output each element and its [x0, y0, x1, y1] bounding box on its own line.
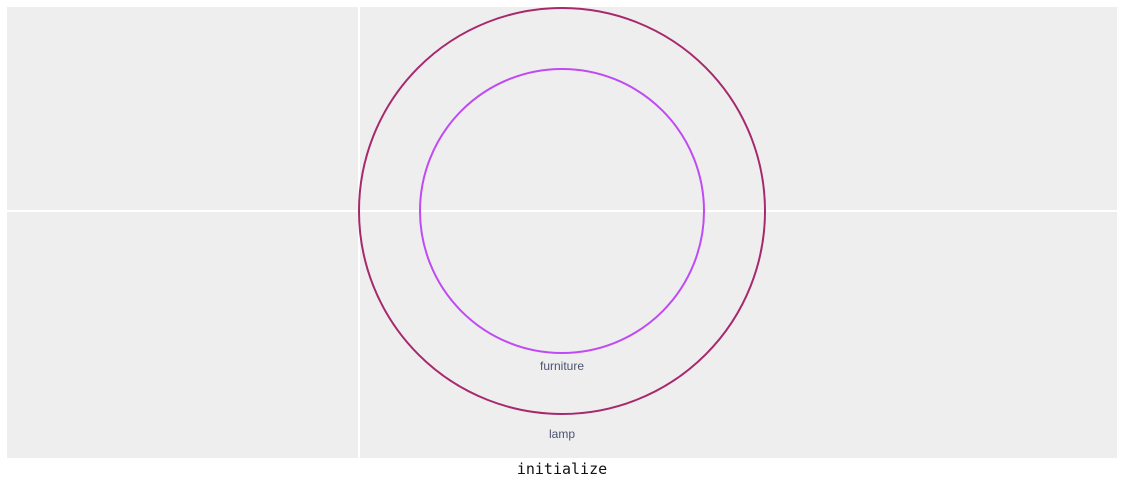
lamp-label: lamp [549, 427, 575, 441]
furniture-label: furniture [540, 359, 584, 373]
diagram-caption: initialize [517, 460, 607, 478]
furniture-circle [419, 68, 705, 354]
plot-background [7, 7, 1117, 458]
lamp-circle [358, 7, 766, 415]
